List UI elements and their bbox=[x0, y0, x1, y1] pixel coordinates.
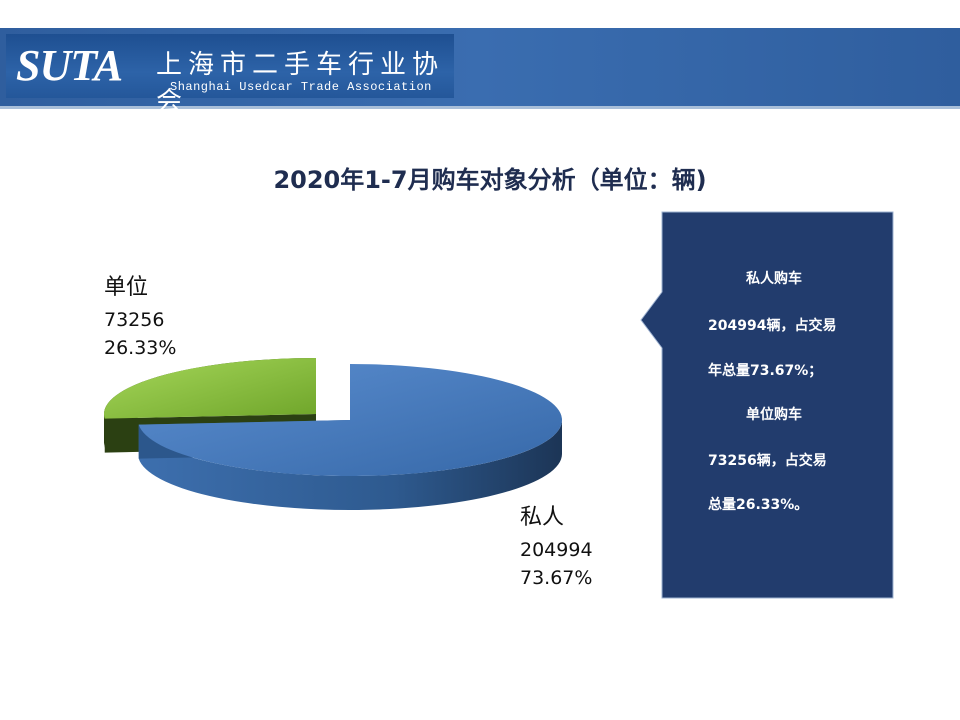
slice-label-private: 私人 204994 73.67% bbox=[520, 504, 593, 592]
header-banner: SUTA 上海市二手车行业协会 Shanghai Usedcar Trade A… bbox=[0, 28, 960, 117]
pie-slice-private bbox=[138, 364, 562, 477]
callout-line: 年总量73.67%； bbox=[708, 363, 823, 379]
slice-label-unit-value: 73256 bbox=[104, 309, 165, 331]
callout-line: 总量26.33%。 bbox=[708, 497, 809, 513]
callout-line: 私人购车 bbox=[746, 271, 802, 287]
org-name-en: Shanghai Usedcar Trade Association bbox=[170, 80, 432, 94]
slice-label-unit-percent: 26.33% bbox=[104, 337, 177, 359]
callout-line: 单位购车 bbox=[746, 407, 802, 423]
slice-label-private-name: 私人 bbox=[520, 505, 565, 530]
slice-label-unit: 单位 73256 26.33% bbox=[104, 274, 176, 362]
pie-slice-private-side bbox=[138, 420, 562, 511]
slice-label-private-value: 204994 bbox=[520, 539, 593, 561]
summary-callout bbox=[640, 211, 894, 599]
summary-callout-text: 私人购车 204994辆，占交易 年总量73.67%； 单位购车 73256辆，… bbox=[660, 210, 892, 598]
callout-line: 73256辆，占交易 bbox=[708, 453, 827, 469]
chart-title: 2020年1-7月购车对象分析（单位：辆) bbox=[273, 166, 707, 194]
pie-slice-unit bbox=[103, 358, 316, 419]
callout-line: 204994辆，占交易 bbox=[708, 318, 837, 334]
slice-label-unit-name: 单位 bbox=[104, 275, 149, 300]
slice-label-private-percent: 73.67% bbox=[520, 567, 593, 589]
org-name-cn: 上海市二手车行业协会 bbox=[156, 50, 445, 117]
association-logo: SUTA 上海市二手车行业协会 Shanghai Usedcar Trade A… bbox=[6, 34, 454, 117]
logo-mark: SUTA bbox=[16, 41, 123, 90]
